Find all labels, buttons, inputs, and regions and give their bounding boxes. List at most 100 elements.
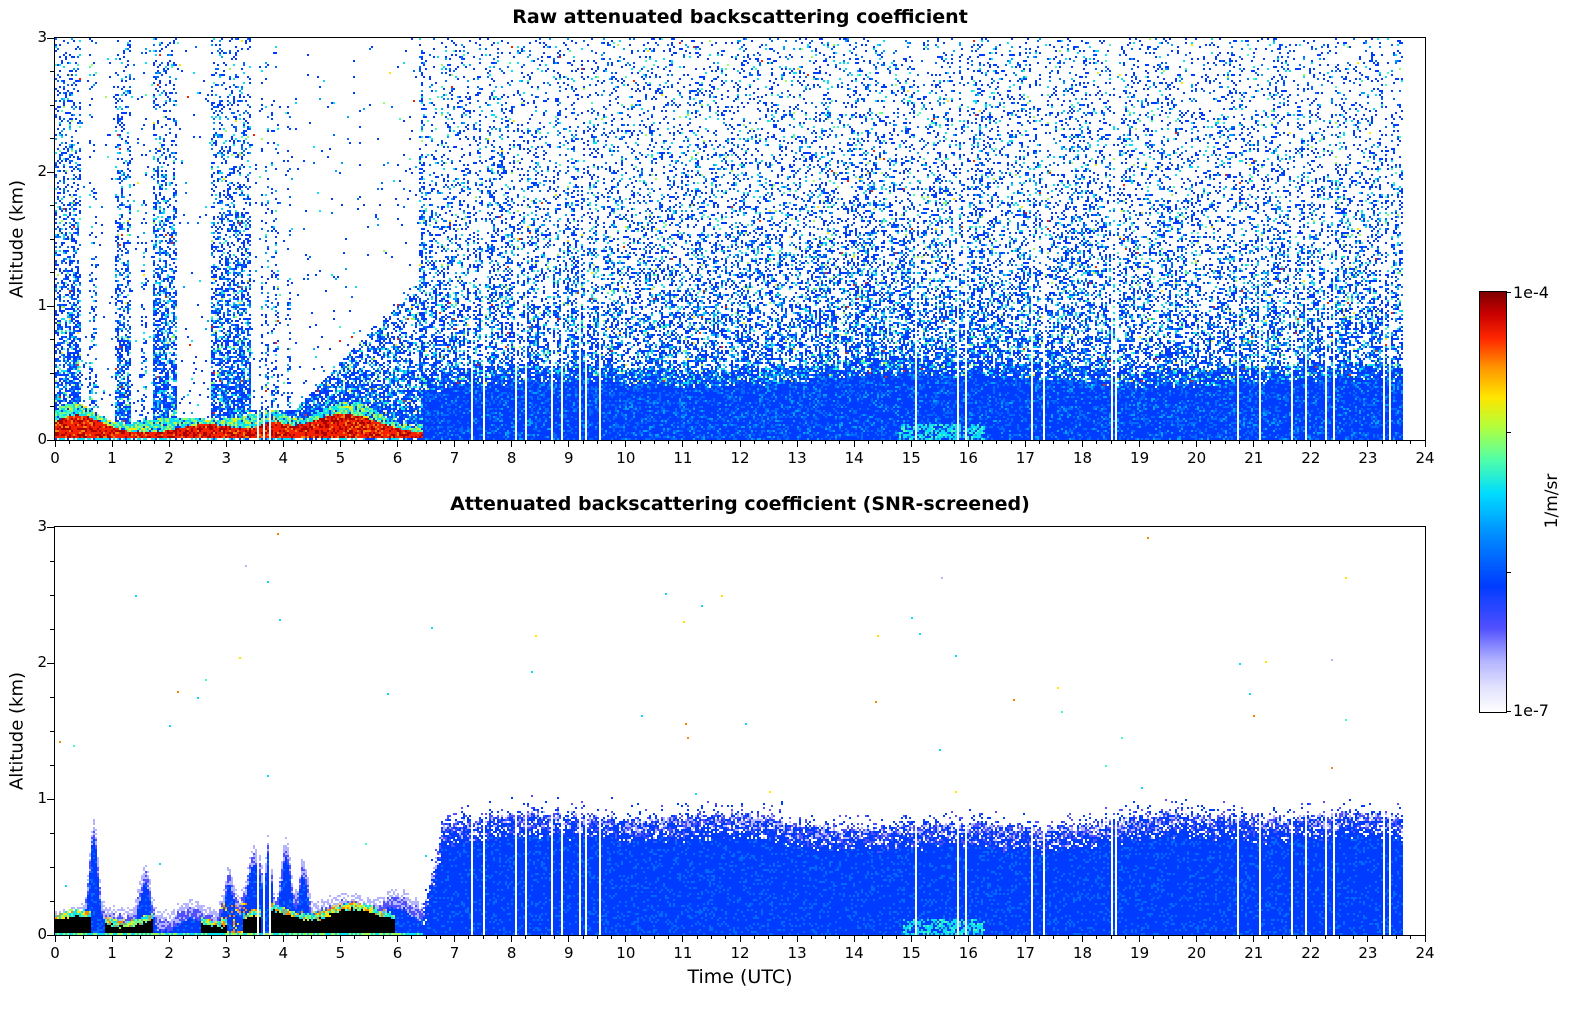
x-minor-tick-mark: [1153, 936, 1155, 939]
y-tick-label: 1: [37, 296, 47, 314]
x-minor-tick-mark: [939, 441, 941, 444]
x-minor-tick-mark: [182, 441, 184, 444]
x-tick-mark: [168, 936, 170, 942]
x-tick-mark: [511, 936, 513, 942]
y-minor-tick-mark: [50, 272, 54, 273]
x-minor-tick-mark: [710, 936, 712, 939]
y-tick-label: 0: [37, 430, 47, 448]
x-tick-label: 20: [1187, 944, 1207, 962]
x-tick-label: 9: [563, 944, 574, 962]
x-minor-tick-mark: [1395, 936, 1397, 939]
y-tick-label: 1: [37, 789, 47, 807]
x-minor-tick-mark: [753, 441, 755, 444]
x-tick-mark: [853, 936, 855, 942]
x-minor-tick-mark: [83, 936, 85, 939]
x-minor-tick-mark: [710, 441, 712, 444]
y-minor-tick-mark: [50, 205, 54, 206]
x-minor-tick-mark: [896, 441, 898, 444]
y-minor-tick-mark: [50, 560, 54, 562]
x-tick-mark: [1367, 936, 1369, 942]
x-minor-tick-mark: [1110, 936, 1112, 939]
x-minor-tick-mark: [525, 441, 527, 444]
x-tick-label: 8: [506, 449, 517, 467]
x-tick-label: 10: [616, 449, 636, 467]
x-tick-mark: [1196, 441, 1198, 447]
x-minor-tick-mark: [482, 936, 484, 939]
x-minor-tick-mark: [425, 936, 427, 939]
x-tick-mark: [796, 441, 798, 447]
x-minor-tick-mark: [982, 936, 984, 939]
x-minor-tick-mark: [1267, 441, 1269, 444]
x-minor-tick-mark: [482, 441, 484, 444]
x-tick-label: 0: [50, 944, 60, 962]
x-minor-tick-mark: [368, 936, 370, 939]
x-minor-tick-mark: [539, 441, 541, 444]
y-minor-tick-mark: [50, 339, 54, 340]
x-tick-mark: [1024, 936, 1026, 942]
x-tick-mark: [1196, 936, 1198, 942]
screened-panel-title: Attenuated backscattering coefficient (S…: [450, 493, 1030, 515]
x-tick-label: 2: [164, 449, 174, 467]
x-minor-tick-mark: [254, 441, 256, 444]
x-minor-tick-mark: [154, 936, 156, 939]
x-minor-tick-mark: [468, 441, 470, 444]
x-minor-tick-mark: [382, 936, 384, 939]
x-minor-tick-mark: [596, 441, 598, 444]
x-minor-tick-mark: [211, 441, 213, 444]
x-tick-mark: [853, 441, 855, 447]
x-tick-label: 7: [449, 449, 460, 467]
x-tick-label: 13: [787, 944, 807, 962]
y-tick-mark: [47, 934, 54, 936]
y-tick-mark: [47, 439, 54, 441]
x-minor-tick-mark: [839, 936, 841, 939]
x-tick-mark: [111, 936, 113, 942]
x-tick-label: 9: [563, 449, 574, 467]
x-minor-tick-mark: [668, 936, 670, 939]
x-tick-mark: [397, 441, 398, 447]
y-minor-tick-mark: [50, 238, 54, 240]
x-minor-tick-mark: [1039, 936, 1041, 939]
x-minor-tick-mark: [982, 441, 984, 444]
x-tick-mark: [682, 441, 684, 447]
x-minor-tick-mark: [1238, 936, 1240, 939]
x-minor-tick-mark: [468, 936, 470, 939]
x-minor-tick-mark: [1210, 936, 1212, 939]
y-tick-label: 2: [37, 162, 47, 180]
x-minor-tick-mark: [68, 936, 70, 939]
x-tick-label: 6: [392, 944, 403, 962]
raw-y-axis-label: Altitude (km): [6, 179, 28, 299]
x-minor-tick-mark: [1281, 936, 1283, 939]
x-minor-tick-mark: [254, 936, 256, 939]
y-minor-tick-mark: [50, 900, 54, 902]
x-tick-mark: [1082, 441, 1083, 447]
x-minor-tick-mark: [653, 936, 655, 939]
x-tick-label: 13: [787, 449, 807, 467]
x-tick-label: 14: [844, 944, 864, 962]
x-minor-tick-mark: [525, 936, 527, 939]
x-minor-tick-mark: [354, 441, 356, 444]
x-tick-mark: [54, 441, 56, 447]
x-minor-tick-mark: [867, 936, 869, 939]
y-minor-tick-mark: [50, 594, 54, 596]
x-minor-tick-mark: [1410, 936, 1412, 939]
y-minor-tick-mark: [50, 696, 54, 698]
x-minor-tick-mark: [582, 936, 584, 939]
x-tick-label: 24: [1415, 944, 1435, 962]
x-tick-mark: [1082, 936, 1083, 942]
x-minor-tick-mark: [439, 441, 441, 444]
x-minor-tick-mark: [1110, 441, 1112, 444]
x-minor-tick-mark: [611, 936, 613, 939]
x-tick-mark: [1024, 441, 1026, 447]
colorbar-canvas: [1480, 292, 1506, 712]
y-tick-label: 0: [37, 925, 47, 943]
x-minor-tick-mark: [725, 441, 727, 444]
y-tick-mark: [47, 171, 54, 173]
colorbar-tick-mark: [1507, 710, 1511, 712]
y-minor-tick-mark: [50, 832, 54, 834]
x-minor-tick-mark: [1238, 441, 1240, 444]
x-minor-tick-mark: [1096, 936, 1098, 939]
x-tick-mark: [282, 936, 284, 942]
x-minor-tick-mark: [810, 936, 812, 939]
x-minor-tick-mark: [1096, 441, 1098, 444]
